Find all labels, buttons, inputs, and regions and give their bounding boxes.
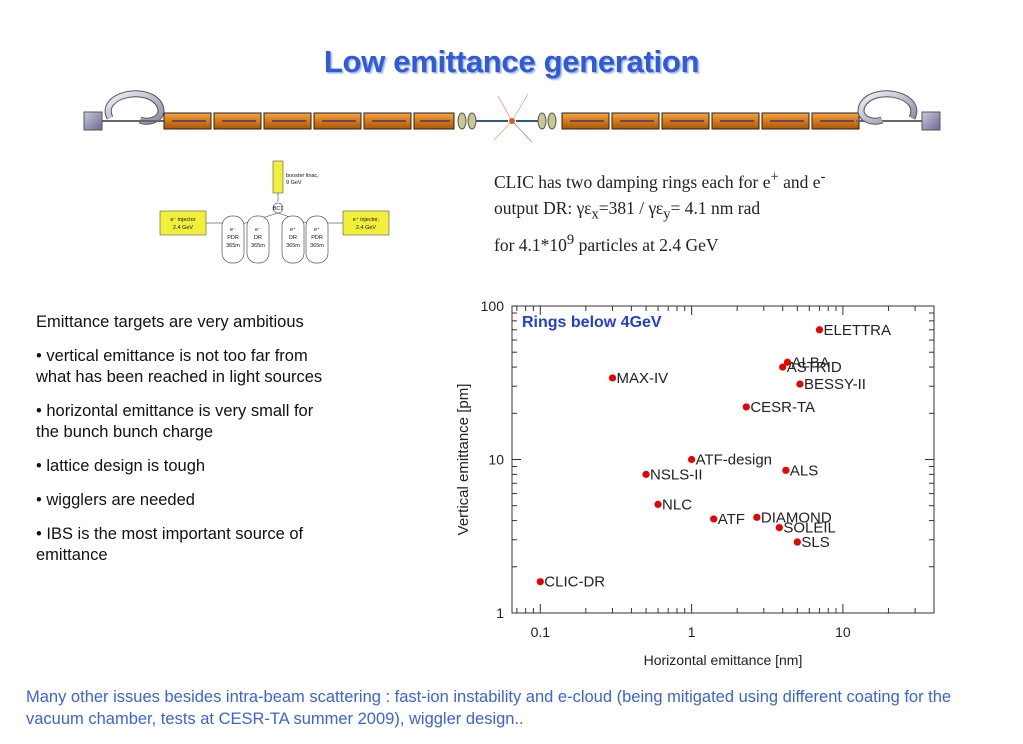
left-endcap-icon [83, 111, 103, 131]
right-endcap-icon [921, 111, 941, 131]
summary-line-2: output DR: γεx=381 / γεy= 4.1 nm rad [494, 197, 761, 223]
x-tick-label: 1 [688, 624, 696, 640]
eminus-injector-label-1: e⁻ injector [170, 217, 195, 223]
ring-pdr: e⁺ DR 365m [281, 215, 305, 264]
summary-line-1: CLIC has two damping rings each for e+ a… [494, 169, 826, 192]
point-bessy-ii [796, 380, 804, 388]
point-atf-design [688, 455, 696, 464]
bc1-label: BC1 [273, 206, 283, 212]
svg-text:DR: DR [254, 235, 262, 241]
summary-line-3: for 4.1*109 particles at 2.4 GeV [494, 232, 719, 256]
eminus-injector-box [159, 210, 207, 236]
clic-linac-diagram [83, 90, 941, 143]
point-label-als: ALS [790, 462, 818, 479]
point-label-max-iv: MAX-IV [616, 370, 668, 387]
bullet-item: • horizontal emittance is very small for… [36, 402, 314, 441]
svg-text:e⁻: e⁻ [255, 227, 261, 233]
booster-linac-box [272, 160, 284, 194]
y-tick-label: 100 [481, 298, 505, 314]
x-tick-label: 10 [835, 624, 851, 640]
svg-text:e⁺: e⁺ [290, 226, 296, 233]
svg-text:365m: 365m [251, 243, 265, 249]
right-ring-icon [857, 90, 918, 125]
left-linac-modules [163, 112, 455, 130]
right-linac-modules [561, 112, 860, 130]
svg-text:PDR: PDR [227, 235, 239, 241]
point-label-alba: ALBA [791, 354, 829, 371]
point-label-clic-dr: CLIC-DR [544, 574, 605, 591]
point-elettra [815, 326, 824, 334]
left-ring-icon [104, 90, 165, 125]
interaction-point-icon [493, 93, 533, 143]
right-final-focus [516, 112, 557, 130]
ring-epdr: e⁻ PDR 365m [221, 215, 245, 264]
bullet-item: Emittance targets are very ambitious [36, 313, 304, 331]
eminus-injector-label-2: 2.4 GeV [173, 225, 194, 231]
booster-label-2: 9 GeV [286, 180, 302, 186]
y-axis-label: Vertical emittance [pm] [455, 384, 472, 536]
svg-text:PDR: PDR [311, 235, 323, 241]
svg-text:365m: 365m [310, 243, 324, 249]
clic-summary: CLIC has two damping rings each for e+ a… [494, 164, 1014, 258]
slide-title: Low emittance generation [323, 44, 700, 79]
point-label-atf: ATF [718, 511, 745, 528]
svg-text:DR: DR [289, 235, 297, 241]
chart-title: Rings below 4GeV [522, 314, 662, 331]
svg-text:e⁺: e⁺ [314, 226, 320, 233]
left-final-focus [457, 112, 508, 130]
bullet-item: • lattice design is tough [36, 457, 206, 475]
point-label-cesr-ta: CESR-TA [750, 399, 815, 416]
point-label-astrid: ASTRID [787, 359, 842, 376]
point-label-nsls-ii: NSLS-II [650, 466, 703, 483]
point-label-bessy-ii: BESSY-II [804, 376, 866, 393]
point-label-diamond: DIAMOND [761, 509, 832, 526]
svg-text:365m: 365m [286, 243, 300, 249]
point-alba [783, 358, 792, 366]
point-label-nlc: NLC [662, 496, 692, 513]
point-atf [710, 515, 718, 523]
x-tick-label: 0.1 [531, 624, 551, 640]
y-tick-label: 10 [488, 452, 504, 468]
point-clic-dr [536, 578, 544, 586]
booster-label-1: booster linac, [286, 173, 319, 179]
point-astrid [779, 363, 787, 371]
footer-note: Many other issues besides intra-beam sca… [26, 688, 952, 728]
point-cesr-ta [742, 403, 750, 411]
eplus-injector-label-1: e⁺ injector, [353, 216, 380, 223]
eplus-injector-label-2: 2.4 GeV [356, 225, 377, 231]
point-nlc [654, 500, 662, 508]
emittance-scatter-chart: 0.1 1 10 1 10 100 Horizontal emittance [nm] Ver… [455, 298, 935, 668]
ring-edr: e⁻ DR 365m [246, 215, 270, 264]
point-als [782, 466, 790, 474]
eplus-injector-box [342, 210, 390, 236]
point-diamond [753, 513, 761, 521]
bullet-item: • wigglers are needed [36, 491, 195, 509]
bullet-list: Emittance targets are very ambitious • v… [36, 312, 326, 579]
point-sls [793, 538, 801, 546]
point-label-atf-design: ATF-design [696, 452, 772, 469]
x-axis-label: Horizontal emittance [nm] [644, 652, 803, 668]
point-label-soleil: SOLEIL [783, 520, 836, 537]
svg-text:e⁻: e⁻ [230, 227, 236, 233]
point-nsls-ii [642, 470, 650, 478]
damping-ring-layout: booster linac, 9 GeV BC1 e⁻ injector 2.4… [159, 160, 390, 264]
point-soleil [775, 524, 783, 532]
bullet-item: • vertical emittance is not too far from… [36, 347, 323, 386]
bullet-item: • IBS is the most important source of em… [36, 525, 304, 564]
ring-ppdr: e⁺ PDR 365m [305, 215, 329, 264]
point-label-elettra: ELETTRA [823, 322, 891, 339]
svg-text:365m: 365m [226, 243, 240, 249]
point-max-iv [608, 374, 617, 382]
point-label-sls: SLS [801, 534, 829, 551]
y-tick-label: 1 [496, 605, 504, 621]
